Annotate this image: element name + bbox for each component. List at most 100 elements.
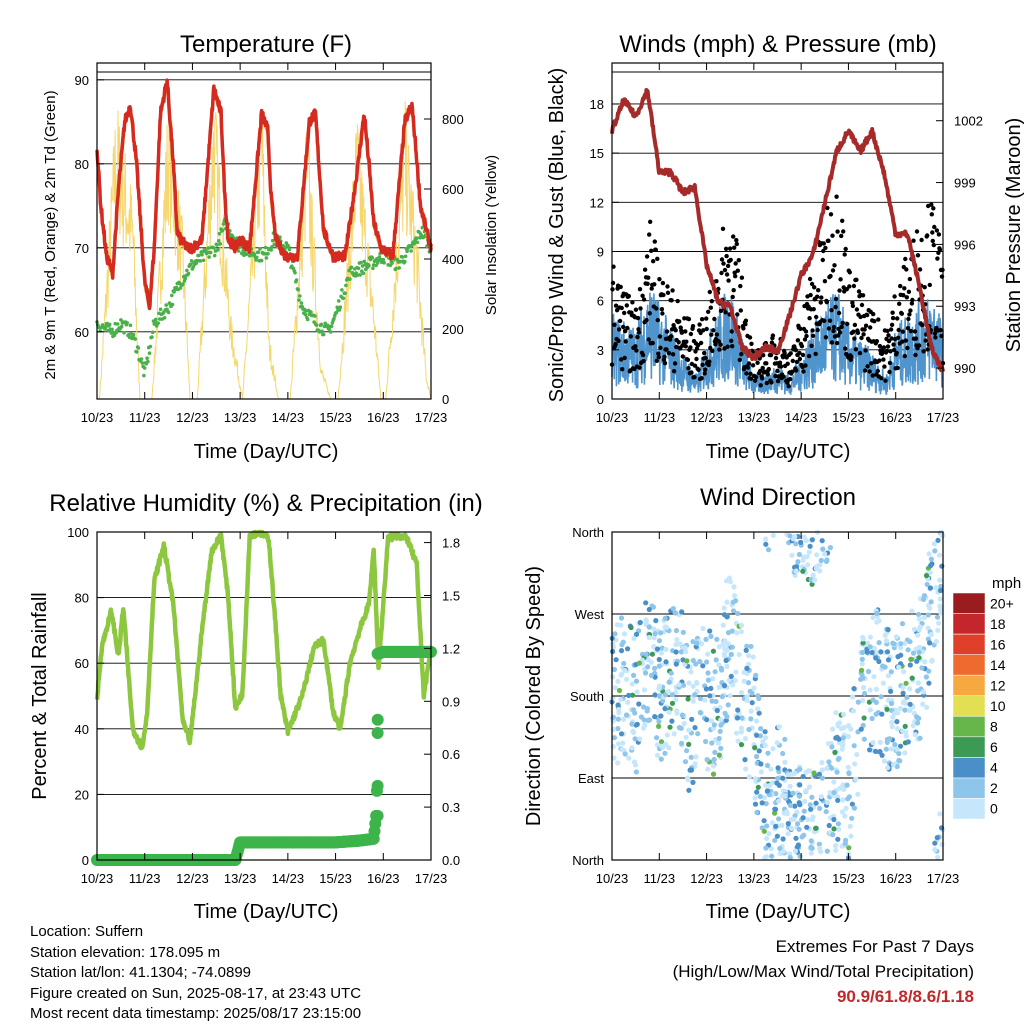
winds-frame	[611, 62, 944, 400]
direction-point	[841, 786, 847, 793]
gust-point	[910, 297, 915, 303]
direction-point	[689, 716, 695, 722]
temperature-ytick-label: 70	[75, 241, 89, 256]
humidity-ylabel: Percent & Total Rainfall	[29, 592, 51, 800]
humidity-y2tick-label: 1.8	[442, 536, 460, 551]
direction-ylabel: Direction (Colored By Speed)	[523, 566, 545, 826]
direction-point	[884, 706, 890, 712]
direction-point	[688, 767, 695, 773]
gust-point	[820, 257, 825, 263]
direction-point	[717, 728, 723, 735]
direction-panel: 10/23 11/23 12/23 13/23 14/23 15/23 16/23 17/23…	[570, 525, 1014, 886]
direction-point	[710, 676, 716, 682]
gust-point	[738, 308, 743, 313]
direction-point	[668, 670, 674, 676]
direction-point	[700, 663, 706, 669]
temperature-y2tick-label: 600	[442, 182, 464, 197]
direction-point	[819, 775, 825, 781]
direction-point	[840, 735, 847, 741]
gust-point	[887, 360, 893, 366]
gust-point	[769, 380, 774, 385]
direction-point	[756, 748, 762, 754]
direction-point	[755, 784, 761, 790]
winds-xtick-label: 13/23	[738, 410, 771, 425]
dewpoint-point	[172, 290, 176, 294]
direction-point	[735, 738, 741, 744]
direction-point	[897, 705, 904, 712]
dewpoint-point	[294, 278, 299, 282]
dewpoint-point	[400, 255, 405, 259]
direction-point	[641, 687, 648, 693]
gust-point	[885, 344, 891, 349]
direction-point	[630, 728, 636, 734]
winds-ylabel: Sonic/Prop Wind & Gust (Blue, Black)	[546, 68, 568, 403]
gust-point	[676, 340, 681, 345]
dewpoint-point	[146, 359, 150, 364]
dewpoint-point	[164, 303, 168, 307]
direction-point	[877, 739, 883, 746]
direction-point	[813, 825, 819, 831]
direction-point	[686, 741, 692, 748]
direction-point	[916, 616, 922, 622]
gust-point	[799, 344, 805, 349]
gust-point	[931, 242, 936, 248]
direction-point	[867, 707, 873, 713]
gust-point	[830, 268, 836, 273]
direction-point	[936, 620, 942, 626]
humidity-frame	[96, 531, 432, 861]
gust-point	[640, 353, 646, 358]
direction-point	[694, 640, 700, 646]
direction-point	[671, 731, 677, 737]
direction-point	[797, 766, 803, 772]
dewpoint-point	[150, 330, 155, 335]
dewpoint-point	[140, 361, 145, 365]
direction-point	[688, 669, 694, 675]
direction-point	[901, 669, 907, 675]
direction-point	[929, 658, 935, 664]
dewpoint-point	[337, 308, 342, 312]
dewpoint-point	[166, 310, 171, 315]
direction-point	[790, 790, 796, 796]
direction-point	[643, 600, 649, 606]
gust-point	[729, 329, 734, 334]
dewpoint-point	[216, 248, 220, 252]
direction-point	[656, 638, 663, 644]
direction-point	[725, 702, 731, 708]
direction-point	[681, 721, 687, 727]
direction-point	[865, 668, 872, 675]
direction-point	[928, 556, 935, 562]
direction-point	[843, 837, 849, 844]
direction-point	[754, 789, 760, 795]
direction-point	[827, 545, 834, 551]
gust-point	[925, 233, 930, 238]
dewpoint-point	[270, 245, 274, 249]
direction-point	[835, 794, 841, 800]
direction-point	[841, 711, 847, 718]
humidity-ytick-label: 0	[82, 853, 89, 868]
humidity-xtick-label: 13/23	[224, 871, 257, 886]
temperature-y2tick-label: 800	[442, 112, 464, 127]
gust-point	[782, 350, 787, 356]
direction-point	[937, 587, 944, 594]
direction-point	[777, 845, 783, 852]
colorbar-label: 6	[990, 739, 998, 755]
direction-xtick-label: 10/23	[596, 871, 629, 886]
direction-point	[662, 750, 668, 756]
direction-point	[927, 585, 934, 591]
gust-point	[724, 272, 730, 277]
direction-point	[895, 726, 901, 732]
direction-point	[724, 614, 730, 620]
direction-point	[816, 771, 823, 777]
gust-point	[862, 327, 867, 332]
gust-point	[818, 300, 823, 305]
gust-point	[877, 343, 883, 349]
gust-point	[733, 274, 738, 279]
gust-point	[853, 347, 859, 352]
direction-point	[752, 776, 758, 782]
direction-point	[648, 659, 654, 665]
humidity-ytick-label: 60	[75, 656, 89, 671]
gust-point	[677, 319, 682, 324]
dewpoint-point	[110, 327, 114, 332]
temperature-ylabel: 2m & 9m T (Red, Orange) & 2m Td (Green)	[42, 90, 59, 379]
direction-point	[774, 833, 781, 839]
